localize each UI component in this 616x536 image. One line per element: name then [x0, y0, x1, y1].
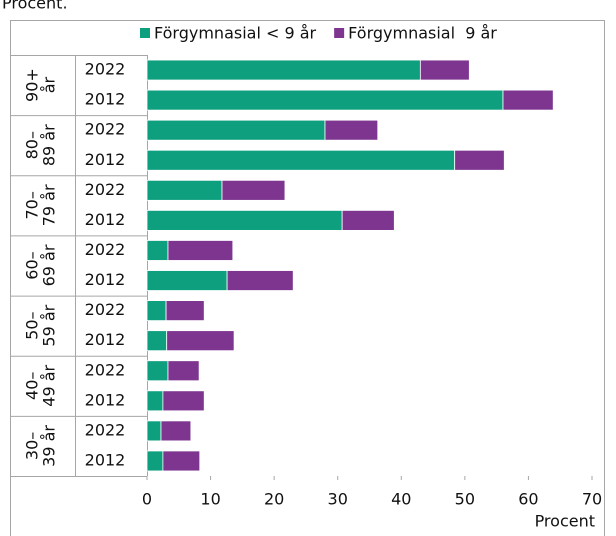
group-label: år: [40, 76, 59, 93]
group-label: 60–: [23, 251, 42, 279]
group-label: 50–: [23, 311, 42, 339]
bar-segment: [146, 179, 223, 201]
bar-segment: [162, 390, 205, 412]
y-tick-label: 2022: [85, 360, 126, 379]
bar-segment: [324, 119, 379, 141]
x-tick-label: 50: [455, 490, 475, 509]
group-label: 89 år: [40, 124, 59, 166]
bar-segment: [226, 270, 294, 291]
group-label: 30–: [23, 432, 42, 460]
y-tick-label: 2012: [85, 90, 126, 109]
group-label: 90+: [23, 68, 42, 102]
bar-segment: [146, 330, 168, 352]
bar-segment: [146, 420, 162, 442]
bar-segment: [146, 59, 421, 81]
x-tick-label: 0: [142, 490, 152, 509]
x-tick-label: 70: [582, 490, 602, 509]
group-label: 70–: [23, 191, 42, 219]
y-tick-label: 2022: [85, 60, 126, 79]
group-label: 59 år: [40, 304, 59, 346]
bar-segment: [146, 390, 164, 412]
y-tick-label: 2022: [85, 300, 126, 319]
y-tick-label: 2012: [85, 450, 126, 469]
bar-segment: [146, 240, 169, 261]
bar-segment: [160, 420, 192, 442]
bar-segment: [146, 360, 169, 382]
bar-segment: [146, 149, 456, 171]
bar-segment: [166, 330, 235, 352]
legend-label: Förgymnasial 9 år: [348, 24, 497, 43]
chart-frame: [10, 20, 605, 536]
group-label: 80–: [23, 131, 42, 159]
x-tick-label: 40: [391, 490, 411, 509]
bar-segment: [146, 119, 326, 141]
bar-segment: [146, 209, 343, 231]
bar-segment: [146, 270, 228, 291]
x-tick-label: 30: [328, 490, 348, 509]
bar-segment: [167, 240, 234, 261]
x-tick-label: 20: [264, 490, 284, 509]
y-tick-label: 2012: [85, 150, 126, 169]
x-tick-label: 60: [518, 490, 538, 509]
legend-swatch: [334, 28, 345, 38]
bar-segment: [221, 179, 286, 201]
bar-segment: [146, 89, 504, 111]
group-label: 79 år: [40, 184, 59, 226]
bar-segment: [146, 300, 167, 322]
y-tick-label: 2012: [85, 210, 126, 229]
legend-label: Förgymnasial < 9 år: [154, 24, 317, 43]
y-tick-label: 2022: [85, 240, 126, 259]
bar-segment: [502, 89, 554, 111]
group-label: 39 år: [40, 425, 59, 467]
group-label: 40–: [23, 372, 42, 400]
x-tick-label: 10: [200, 490, 220, 509]
group-label: 49 år: [40, 364, 59, 406]
bar-segment: [419, 59, 470, 81]
y-tick-label: 2022: [85, 420, 126, 439]
y-tick-label: 2012: [85, 330, 126, 349]
bar-segment: [167, 360, 200, 382]
chart-title: Procent.: [2, 0, 68, 13]
group-label: 69 år: [40, 244, 59, 286]
bar-segment: [162, 450, 201, 472]
y-tick-label: 2012: [85, 270, 126, 289]
bar-segment: [146, 450, 164, 472]
x-axis-label: Procent: [535, 512, 595, 531]
bar-segment: [341, 209, 395, 231]
legend-swatch: [140, 28, 150, 38]
y-tick-label: 2022: [85, 120, 126, 139]
y-tick-label: 2012: [85, 390, 126, 409]
bar-segment: [454, 149, 505, 171]
bar-segment: [165, 300, 205, 322]
y-tick-label: 2022: [85, 180, 126, 199]
